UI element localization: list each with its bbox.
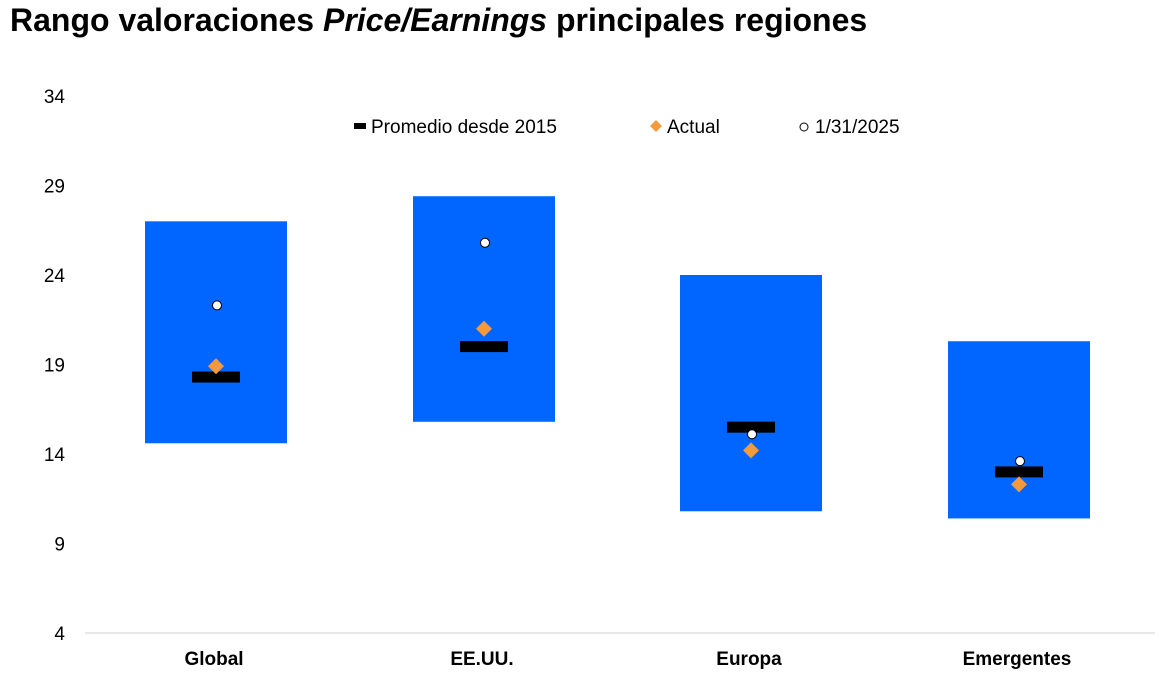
legend-date-swatch	[799, 122, 809, 132]
range-bars	[145, 196, 1090, 519]
category-label: EE.UU.	[450, 649, 513, 670]
date-marker	[1015, 456, 1025, 467]
category-label: Global	[184, 649, 243, 670]
current-marker	[208, 358, 224, 375]
current-marker	[476, 320, 492, 337]
current-marker	[1011, 476, 1027, 493]
average-marker	[727, 421, 775, 433]
date-marker	[747, 429, 757, 440]
title-part-2: Price/Earnings	[322, 2, 548, 38]
date-markers	[212, 237, 1025, 467]
current-markers	[208, 320, 1027, 493]
date-marker	[480, 237, 490, 248]
title-part-1: Rango valoraciones	[10, 2, 323, 38]
average-marker	[460, 341, 508, 353]
current-marker	[743, 442, 759, 459]
legend: Promedio desde 2015 Actual 1/31/2025	[354, 117, 900, 138]
y-tick-label: 19	[44, 356, 65, 377]
date-marker	[212, 300, 222, 311]
y-tick-label: 34	[44, 87, 66, 108]
legend-current-label: Actual	[667, 117, 720, 138]
range-bar	[145, 221, 287, 444]
average-marker	[995, 466, 1043, 478]
legend-current-swatch	[650, 120, 662, 132]
legend-average-label: Promedio desde 2015	[371, 117, 557, 138]
range-bar	[413, 196, 555, 422]
y-tick-label: 29	[44, 177, 65, 198]
y-tick-label: 9	[54, 535, 65, 556]
legend-date-label: 1/31/2025	[815, 117, 900, 138]
average-marker	[192, 371, 240, 383]
range-bar	[680, 275, 822, 512]
y-tick-label: 4	[54, 624, 65, 645]
title-part-3: principales regiones	[547, 2, 868, 38]
y-tick-label: 14	[44, 445, 66, 466]
y-axis: 4 9 14 19 24 29 34	[44, 87, 66, 645]
legend-average-swatch	[354, 123, 366, 129]
category-label: Emergentes	[963, 649, 1072, 670]
x-axis-labels: Global EE.UU. Europa Emergentes	[184, 649, 1071, 670]
y-tick-label: 24	[44, 266, 66, 287]
category-label: Europa	[716, 649, 782, 670]
chart-title: Rango valoraciones Price/Earnings princi…	[10, 2, 867, 39]
average-markers	[192, 341, 1043, 478]
